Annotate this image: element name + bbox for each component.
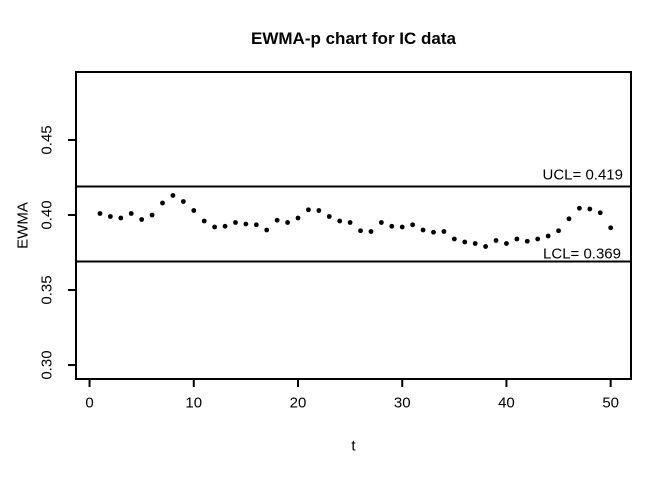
data-point [295,215,301,221]
data-point [358,228,363,234]
x-tick-label: 40 [498,395,515,412]
data-point [212,224,218,230]
data-point [128,211,134,216]
data-point [170,193,176,198]
data-point [201,218,207,224]
data-point [264,227,270,233]
y-tick-label: 0.40 [39,200,56,229]
y-tick-label: 0.45 [39,125,56,154]
data-point [399,224,405,230]
y-tick-label: 0.35 [39,275,56,304]
data-point [410,222,416,228]
data-point [233,220,238,225]
data-point [577,205,582,211]
chart-title: EWMA-p chart for IC data [251,29,456,48]
x-axis-title: t [351,438,356,455]
y-axis-title: EWMA [15,202,32,249]
data-point [253,222,259,228]
data-point [337,218,343,224]
data-point [97,211,103,216]
axis-ticks: 0 10 20 30 40 50 0.30 0.35 0.40 0.45 [39,125,620,411]
data-point [149,212,155,218]
data-point [368,229,374,234]
data-point [587,206,593,212]
data-point [420,227,426,233]
data-point [608,225,614,231]
x-tick-label: 30 [394,395,411,412]
data-point [462,239,468,245]
data-point [493,238,499,243]
data-point [483,244,489,249]
data-point [545,233,551,239]
data-points [97,193,614,249]
data-point [180,199,186,204]
x-tick-label: 0 [85,395,93,412]
lcl-label: LCL= 0.369 [543,246,621,263]
data-point [441,229,447,234]
data-point [556,228,561,234]
data-point [285,220,290,225]
data-point [243,221,249,227]
data-point [139,217,145,222]
x-tick-label: 20 [290,395,307,412]
ucl-label: UCL= 0.419 [543,167,623,184]
data-point [160,200,165,206]
data-point [566,216,572,222]
data-point [524,238,530,244]
data-point [347,220,353,225]
plot-box [75,71,632,380]
data-point [222,223,228,229]
data-point [431,229,436,235]
control-limit-lines [76,185,631,263]
data-point [191,208,197,213]
data-point [389,223,395,229]
data-point [306,207,311,213]
y-tick-label: 0.30 [39,350,56,379]
data-point [504,241,509,246]
x-tick-label: 50 [602,395,619,412]
data-point [597,210,603,216]
data-point [326,214,332,219]
data-point [378,220,384,225]
data-point [107,214,113,219]
data-point [316,208,322,213]
data-point [535,236,541,242]
data-point [274,217,280,223]
data-point [514,236,520,242]
x-tick-label: 10 [185,395,202,412]
data-point [472,241,478,246]
data-point [118,215,124,221]
data-point [451,236,457,242]
